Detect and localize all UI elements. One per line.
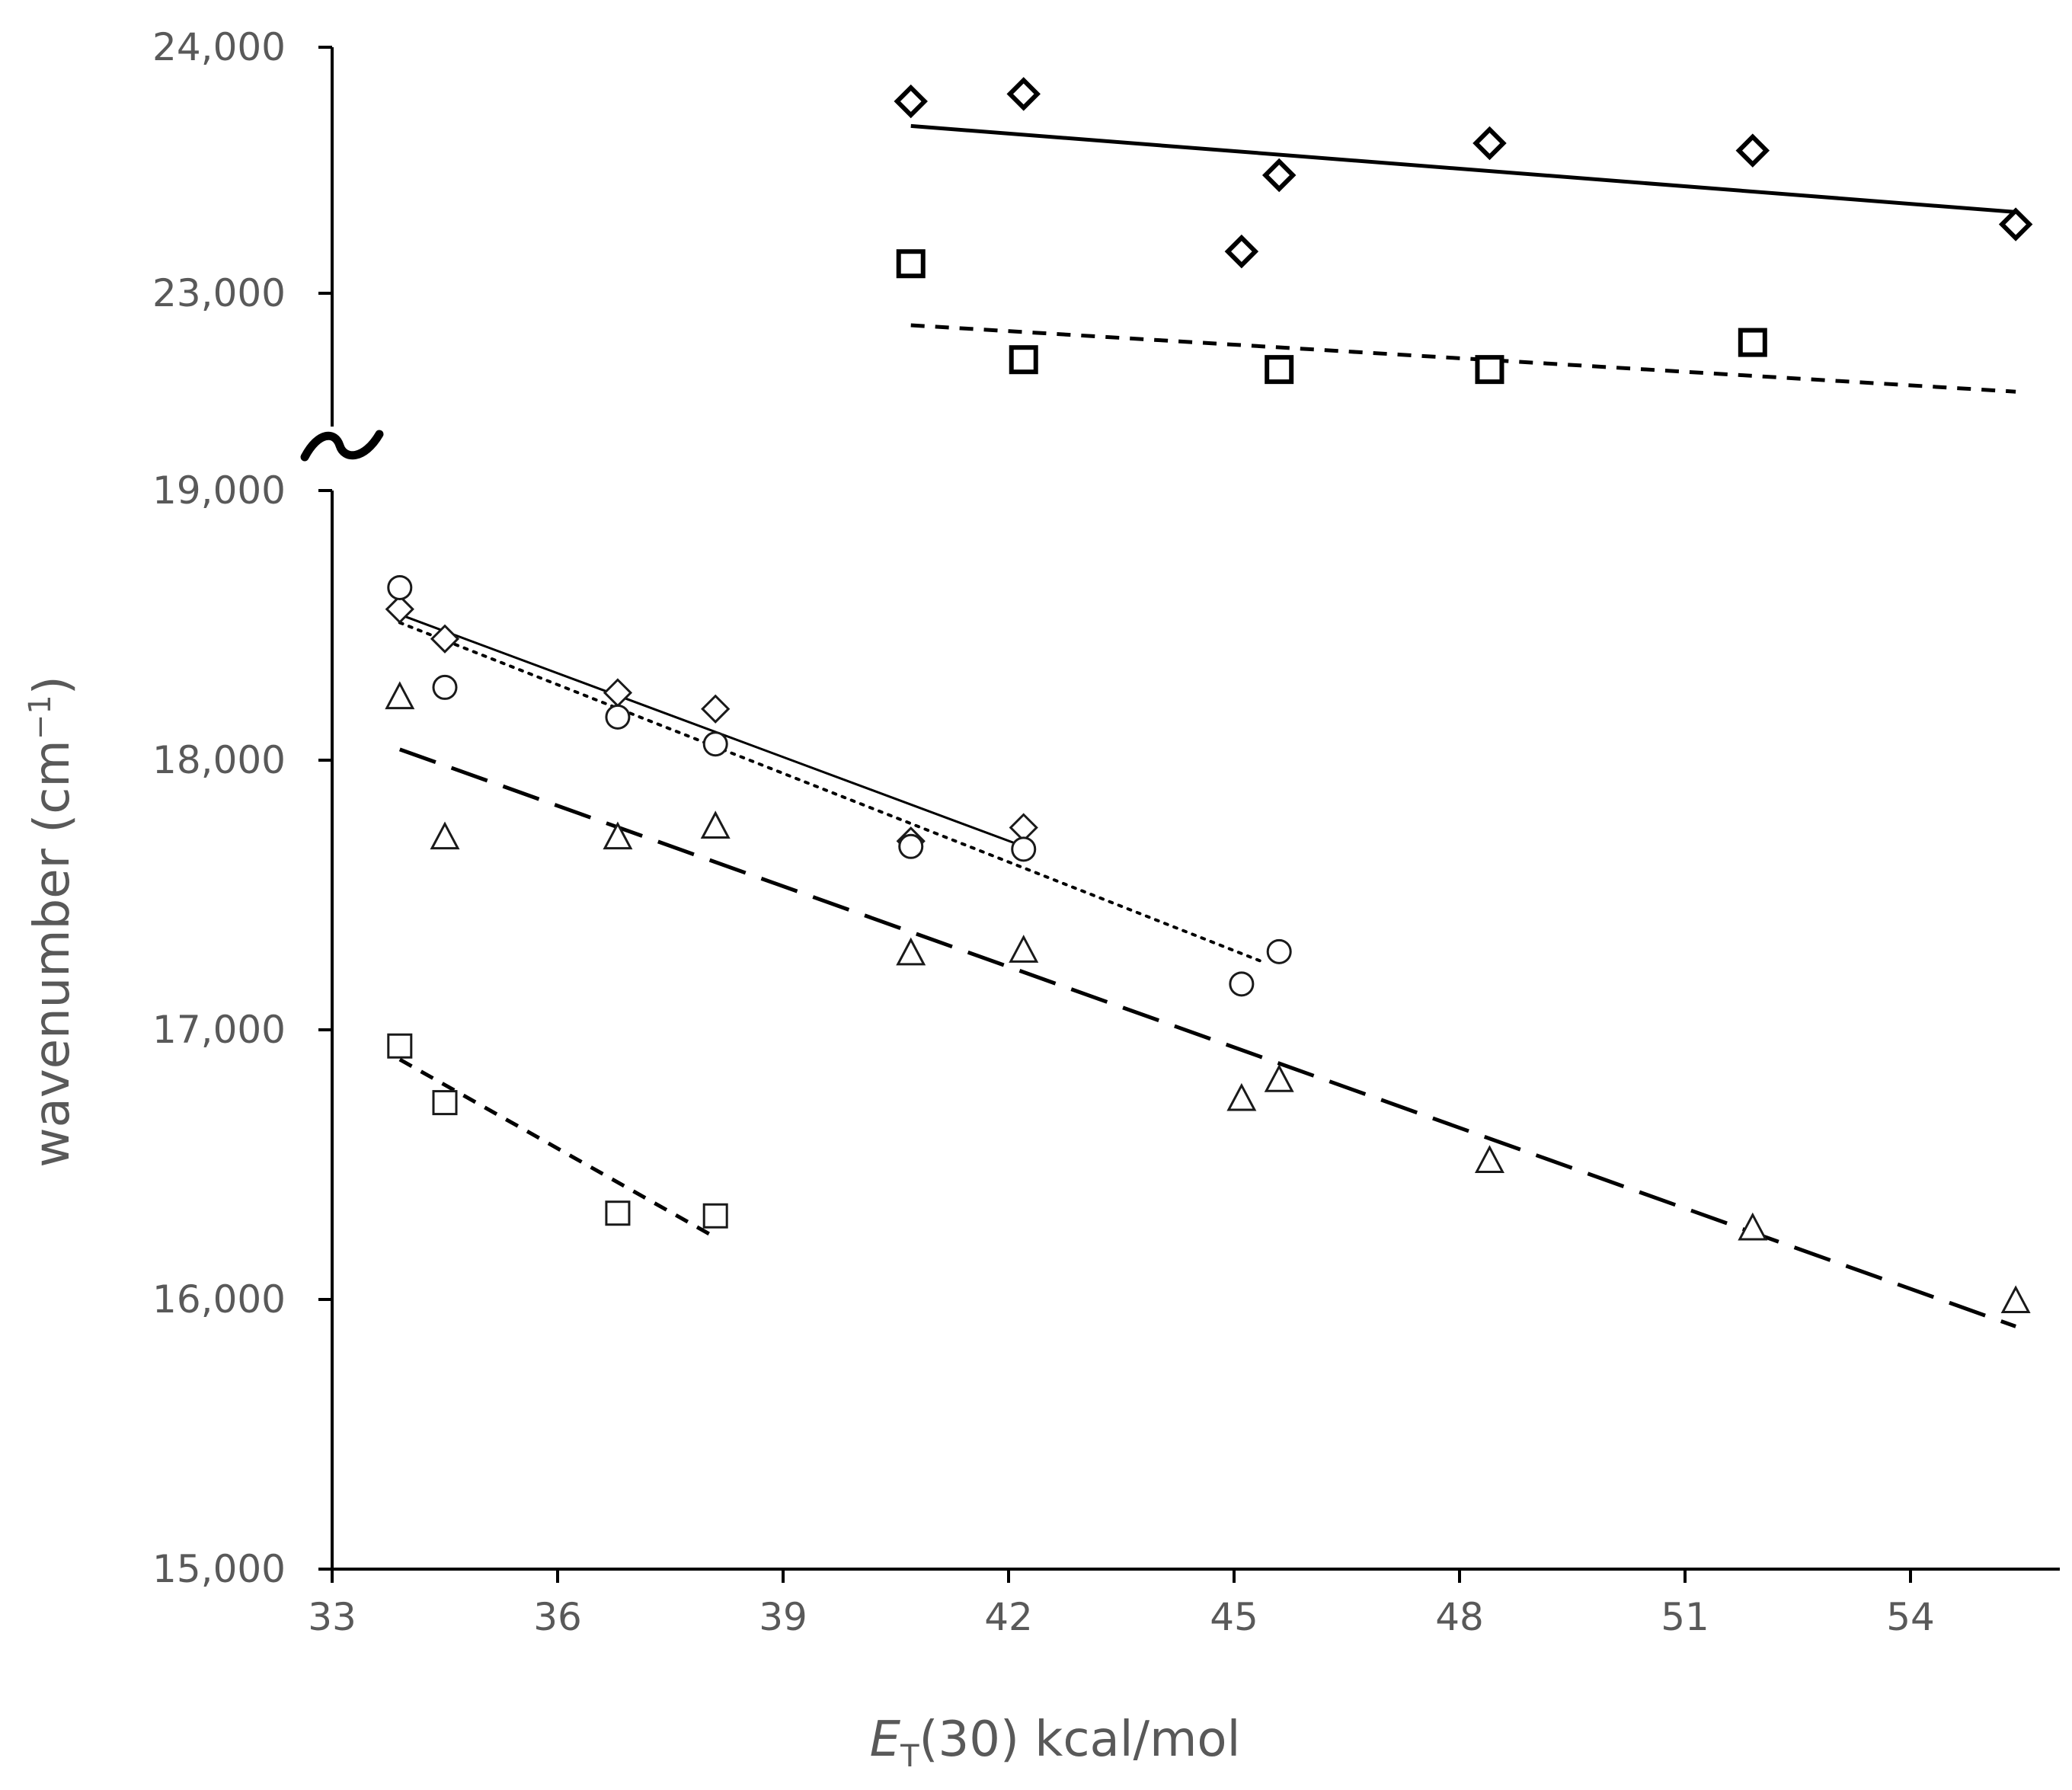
y-tick-label: 15,000 [152,1547,286,1591]
x-axis-title-rest: (30) kcal/mol [919,1712,1241,1768]
square-marker [1265,355,1294,385]
trendline [398,747,2016,1328]
x-tick-label: 45 [1210,1595,1258,1639]
y-tick-label: 19,000 [152,468,286,513]
y-tick-label: 23,000 [152,271,286,315]
triangle-marker [896,937,926,966]
diamond-marker [385,594,414,624]
x-axis-title: ET(30) kcal/mol [870,1712,1241,1774]
circle-marker [898,833,924,859]
trendline [399,613,1025,848]
diamond-marker [1261,158,1297,193]
y-ticks: 15,000 16,000 17,000 18,000 19,000 23,000 24,0… [152,25,332,1591]
square-marker [1475,355,1504,385]
circle-marker [432,674,458,700]
triangle-marker [1264,1064,1294,1092]
x-tick-label: 33 [308,1595,357,1639]
axis-break-tilde [300,430,384,462]
trendlines [398,123,2016,1328]
square-marker [432,1090,458,1116]
y-tick-label: 17,000 [152,1008,286,1052]
diamond-marker [701,694,731,724]
triangle-marker [1474,1145,1504,1173]
y-tick-label: 24,000 [152,25,286,69]
square-marker [605,1200,631,1226]
circle-marker [605,704,631,730]
triangle-marker [385,681,415,710]
square-marker [702,1203,728,1229]
trendline [398,621,1266,964]
square-marker [1738,328,1767,357]
circle-marker [387,574,413,600]
triangle-marker [2000,1285,2031,1314]
markers [385,77,2033,1314]
circle-marker [1229,971,1255,997]
y-axis-title-main: wavenumber (cm [24,740,81,1167]
diamond-marker [1998,207,2033,241]
circle-marker [702,731,728,757]
trendline [910,323,2016,394]
triangle-marker [1226,1082,1257,1111]
triangle-marker [1009,935,1039,963]
x-tick-label: 51 [1661,1595,1709,1639]
square-marker [387,1033,413,1059]
diamond-marker [894,84,928,119]
axes [300,47,2060,1571]
y-axis-title-superscript: −1 [23,695,58,740]
diamond-marker [1006,77,1041,111]
x-tick-label: 48 [1435,1595,1484,1639]
diamond-marker [1224,234,1259,269]
x-tick-label: 36 [533,1595,582,1639]
x-axis-title-symbol: E [870,1712,901,1768]
y-axis-title-tail: ) [24,676,81,695]
diamond-marker [1472,126,1507,161]
x-tick-label: 54 [1886,1595,1935,1639]
diamond-marker [603,678,633,708]
y-tick-label: 16,000 [152,1277,286,1322]
square-marker [896,249,926,279]
circle-marker [1266,938,1292,964]
triangle-marker [603,821,633,850]
y-axis-title: wavenumber (cm−1) [23,676,81,1167]
triangle-marker [700,810,731,839]
square-marker [1009,345,1038,375]
x-ticks: 33 36 39 42 45 48 51 54 [308,1569,1935,1639]
x-tick-label: 42 [984,1595,1033,1639]
triangle-marker [1738,1212,1768,1241]
circle-marker [1011,836,1037,862]
trendline [910,123,2016,214]
y-tick-label: 18,000 [152,738,286,782]
diamond-marker [430,624,460,654]
x-axis-title-subscript: T [900,1739,919,1774]
triangle-marker [430,821,460,850]
diamond-marker [1735,133,1770,168]
trendline [398,1057,717,1239]
x-tick-label: 39 [759,1595,807,1639]
